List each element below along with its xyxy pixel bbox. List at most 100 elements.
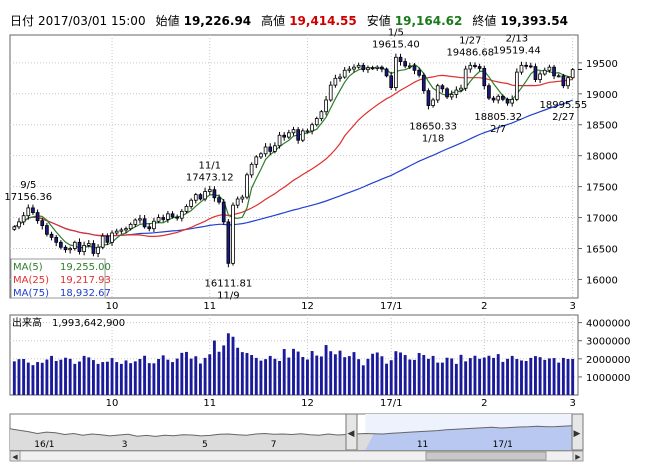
- candle-up: [459, 87, 463, 91]
- annotation-value: 17156.36: [4, 192, 52, 203]
- annotation-date: 2/7: [490, 124, 506, 135]
- volume-bar: [166, 359, 170, 395]
- volume-bar: [524, 360, 528, 395]
- overview-x-tick-label: 16/1: [34, 440, 54, 450]
- price-annotations: 9/517156.3611/117473.1216111.8111/91/519…: [4, 28, 587, 302]
- volume-bar: [468, 358, 472, 395]
- legend-ma75: MA(75) 18,932.67: [13, 288, 111, 299]
- candle-up: [556, 75, 561, 78]
- candle-up: [96, 246, 100, 254]
- annotation-date: 11/1: [199, 160, 221, 171]
- volume-bar: [222, 345, 226, 395]
- scroll-right-button[interactable]: [572, 450, 584, 462]
- legend-ma5-name: MA(5): [13, 262, 43, 273]
- volume-bar: [87, 357, 91, 395]
- volume-bar: [59, 359, 63, 395]
- volume-bar: [436, 362, 440, 395]
- range-handle-left[interactable]: [345, 413, 358, 451]
- range-handle-right[interactable]: [571, 413, 584, 451]
- annotation-date: 9/5: [20, 180, 36, 191]
- overview-navigator[interactable]: 16/1 3 5 7 11 17/1 ◀ ▶ ◀ ▶: [9, 413, 584, 462]
- candle-down: [561, 75, 566, 87]
- volume-x-tick-label: 17/1: [380, 398, 402, 409]
- candle-down: [282, 134, 287, 138]
- volume-bar: [82, 355, 86, 395]
- overview-x-tick-label: 11: [417, 440, 428, 450]
- candle-up: [449, 94, 454, 98]
- volume-bar: [445, 357, 449, 395]
- candle-up: [110, 232, 114, 243]
- candle-up: [156, 217, 161, 222]
- volume-bar: [310, 351, 314, 395]
- volume-bar: [185, 351, 188, 395]
- candle-down: [49, 233, 54, 238]
- candle-up: [435, 85, 440, 101]
- volume-bar: [422, 355, 426, 395]
- candle-up: [82, 244, 86, 252]
- volume-bar: [91, 360, 95, 395]
- candle-down: [35, 212, 40, 222]
- candle-up: [310, 124, 314, 132]
- price-y-tick-label: 16500: [586, 244, 618, 255]
- close-label: 終値: [472, 13, 496, 28]
- candle-up: [72, 241, 77, 249]
- candle-down: [482, 68, 487, 87]
- annotation-value: 19486.68: [446, 48, 494, 59]
- candle-up: [119, 229, 124, 232]
- candle-up: [21, 215, 26, 223]
- candle-down: [384, 68, 389, 77]
- volume-bar: [147, 363, 151, 395]
- volume-bar: [240, 352, 244, 395]
- volume-bar: [566, 358, 570, 395]
- volume-bar: [273, 358, 277, 395]
- close-value: 19,393.54: [500, 14, 568, 28]
- volume-bar: [143, 355, 147, 395]
- volume-bar: [245, 353, 249, 395]
- overview-line: [9, 425, 584, 437]
- volume-bar: [571, 358, 575, 395]
- candle-down: [170, 213, 175, 218]
- volume-bar: [371, 353, 375, 395]
- volume-bar: [105, 361, 109, 395]
- volume-bar: [399, 352, 402, 395]
- candle-down: [477, 66, 482, 69]
- handle-right-arrow-icon: ▶: [574, 429, 581, 439]
- scrollbar-thumb[interactable]: [425, 451, 547, 461]
- volume-y-tick-label: 3000000: [586, 337, 631, 348]
- volume-bar: [194, 356, 198, 395]
- volume-bar: [529, 357, 533, 395]
- header-date: 日付 2017/03/01 15:00 始値 19,226.94 高値 19,414.55…: [10, 13, 568, 28]
- candle-down: [473, 64, 477, 67]
- volume-bar: [264, 359, 268, 395]
- price-x-tick-label: 17/1: [380, 301, 402, 312]
- open-label: 始値: [156, 13, 180, 28]
- annotation-value: 18650.33: [409, 121, 457, 132]
- volume-bar: [124, 360, 128, 395]
- candle-up: [342, 69, 347, 78]
- volume-bar: [54, 360, 58, 395]
- overview-area: [9, 414, 584, 450]
- candle-up: [124, 228, 128, 231]
- annotation-date: 1/5: [388, 28, 404, 39]
- volume-bar: [338, 350, 342, 395]
- candle-up: [291, 129, 296, 134]
- candle-down: [59, 241, 63, 248]
- volume-bar: [40, 362, 44, 395]
- candle-up: [314, 118, 319, 126]
- volume-y-tick-label: 4000000: [586, 319, 631, 330]
- annotation-date: 2/13: [506, 34, 528, 45]
- volume-x-axis: 10 11 12 17/1 2 3: [106, 398, 576, 409]
- candle-down: [552, 66, 556, 77]
- volume-x-tick-label: 12: [301, 398, 314, 409]
- candle-up: [133, 219, 138, 225]
- legend-ma25-name: MA(25): [13, 275, 49, 286]
- candle-up: [510, 98, 515, 104]
- candle-down: [533, 66, 538, 80]
- volume-bar: [212, 340, 216, 395]
- scroll-left-button[interactable]: [9, 450, 21, 462]
- price-panel: 16000 16500 17000 17500 18000 18500 19000 19500…: [4, 28, 617, 312]
- volume-bar: [180, 352, 184, 395]
- volume-y-tick-label: 2000000: [586, 355, 631, 366]
- volume-bar: [515, 358, 519, 395]
- legend-ma5: MA(5) 19,255.00: [13, 262, 111, 273]
